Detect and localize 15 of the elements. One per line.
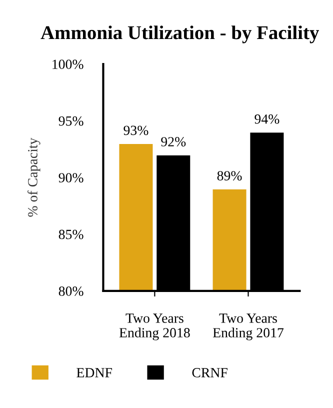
y-tick-label: 100% [52, 60, 84, 70]
x-tick-label: Two Years Ending 2018 [119, 314, 190, 340]
data-label: 93% [124, 126, 148, 136]
data-label: 89% [217, 171, 242, 180]
y-axis-title: % of Capacity [27, 138, 40, 217]
legend-label: EDNF [76, 368, 112, 378]
chart-title: Ammonia Utilization - by Facility [40, 26, 320, 44]
y-tick-label: 80% [58, 286, 84, 296]
legend-label: CRNF [192, 368, 228, 378]
y-tick-label: 95% [58, 116, 84, 126]
data-label: 92% [161, 137, 186, 146]
y-tick-label: 85% [58, 230, 84, 240]
data-label: 94% [254, 114, 280, 124]
x-tick-label: Two Years Ending 2017 [212, 314, 284, 340]
y-tick-label: 90% [58, 173, 84, 182]
